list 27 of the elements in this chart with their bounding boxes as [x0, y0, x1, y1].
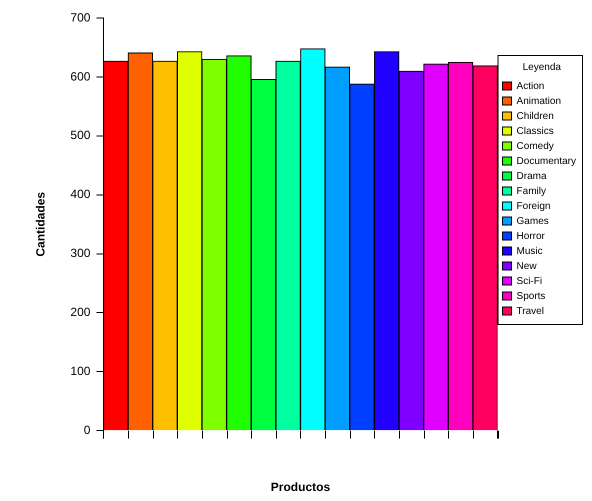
- legend-label: Travel: [516, 306, 544, 317]
- legend-label: Animation: [516, 96, 561, 107]
- legend-label: Horror: [516, 230, 546, 242]
- x-axis-title: Productos: [270, 480, 330, 494]
- legend-label: Action: [516, 80, 544, 92]
- y-axis-title: Cantidades: [34, 192, 48, 257]
- y-tick-label: 300: [70, 246, 91, 260]
- legend-label: Drama: [516, 170, 547, 182]
- legend-label: Comedy: [516, 140, 554, 152]
- legend-label: Foreign: [516, 200, 550, 212]
- legend-label: New: [516, 260, 538, 272]
- legend-title: Leyenda: [522, 62, 562, 73]
- y-tick-label: 600: [70, 69, 91, 84]
- legend-label: Music: [516, 246, 543, 257]
- y-tick-label: 500: [70, 128, 91, 142]
- y-tick-label: 200: [70, 305, 91, 320]
- legend-label: Classics: [516, 126, 554, 137]
- y-tick-label: 400: [70, 187, 91, 202]
- legend-label: Family: [516, 186, 546, 197]
- y-tick-label: 0: [84, 422, 91, 437]
- legend-label: Games: [516, 216, 549, 227]
- y-tick-label: 700: [70, 10, 91, 24]
- y-tick-label: 100: [70, 364, 91, 378]
- legend-label: Sports: [516, 290, 546, 302]
- legend-label: Documentary: [516, 156, 576, 167]
- legend-label: Children: [516, 110, 554, 122]
- legend-label: Sci-Fi: [516, 276, 542, 287]
